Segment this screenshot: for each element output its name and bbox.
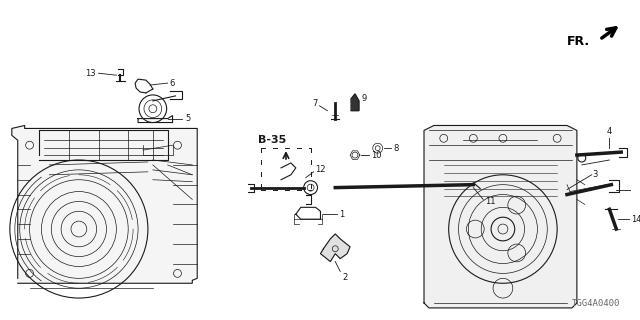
Text: 1: 1 bbox=[339, 210, 344, 219]
Polygon shape bbox=[351, 94, 359, 111]
Text: 5: 5 bbox=[186, 114, 191, 123]
Text: 10: 10 bbox=[371, 151, 381, 160]
Text: 13: 13 bbox=[85, 69, 95, 78]
Text: 11: 11 bbox=[485, 197, 495, 206]
Text: 4: 4 bbox=[607, 127, 612, 136]
Polygon shape bbox=[12, 125, 197, 283]
Text: 3: 3 bbox=[592, 170, 598, 179]
Text: TGG4A0400: TGG4A0400 bbox=[572, 299, 620, 308]
Text: 8: 8 bbox=[394, 144, 399, 153]
Text: 12: 12 bbox=[316, 165, 326, 174]
Polygon shape bbox=[321, 234, 350, 261]
Text: 14: 14 bbox=[631, 215, 640, 224]
Text: FR.: FR. bbox=[566, 35, 589, 48]
Text: 9: 9 bbox=[362, 94, 367, 103]
Text: 6: 6 bbox=[170, 79, 175, 88]
Text: 7: 7 bbox=[312, 99, 317, 108]
Text: 2: 2 bbox=[342, 273, 348, 283]
Polygon shape bbox=[424, 125, 577, 308]
Text: B-35: B-35 bbox=[259, 135, 287, 145]
